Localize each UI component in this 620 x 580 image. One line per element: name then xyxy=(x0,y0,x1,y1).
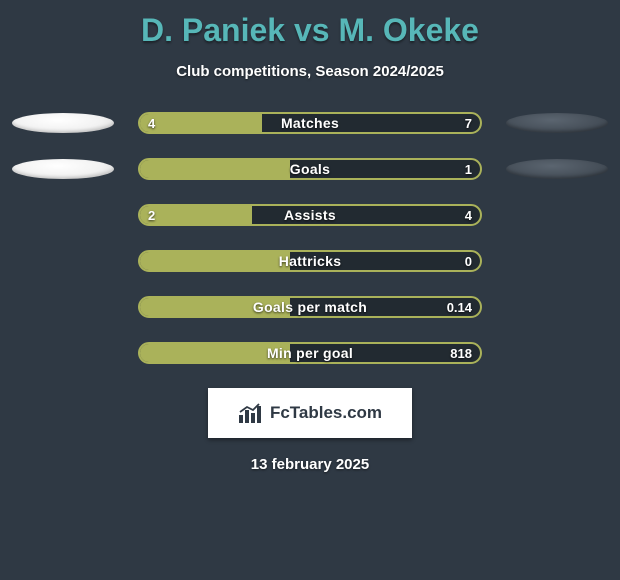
stats-container: Matches47Goals1Assists24Hattricks0Goals … xyxy=(0,112,620,364)
stat-value-right: 4 xyxy=(465,204,472,226)
spacer xyxy=(506,343,608,363)
chart-icon xyxy=(238,403,264,423)
spacer xyxy=(12,205,114,225)
stat-row: Matches47 xyxy=(0,112,620,134)
stat-value-right: 0.14 xyxy=(447,296,472,318)
team-badge-right xyxy=(506,113,608,133)
stat-value-right: 7 xyxy=(465,112,472,134)
stat-bar: Assists24 xyxy=(138,204,482,226)
spacer xyxy=(506,205,608,225)
stat-value-left: 4 xyxy=(148,112,155,134)
team-badge-left xyxy=(12,113,114,133)
bar-track xyxy=(138,112,482,134)
spacer xyxy=(506,297,608,317)
team-badge-right xyxy=(506,159,608,179)
date-label: 13 february 2025 xyxy=(0,456,620,473)
stat-bar: Matches47 xyxy=(138,112,482,134)
bar-fill xyxy=(140,206,252,224)
bar-track xyxy=(138,204,482,226)
bar-fill xyxy=(140,298,290,316)
spacer xyxy=(12,251,114,271)
stat-value-right: 0 xyxy=(465,250,472,272)
bar-fill xyxy=(140,160,290,178)
page-title: D. Paniek vs M. Okeke xyxy=(0,0,620,49)
subtitle: Club competitions, Season 2024/2025 xyxy=(0,63,620,80)
stat-row: Goals per match0.14 xyxy=(0,296,620,318)
bar-fill xyxy=(140,344,290,362)
stat-bar: Goals per match0.14 xyxy=(138,296,482,318)
bar-track xyxy=(138,296,482,318)
bar-track xyxy=(138,250,482,272)
bar-fill xyxy=(140,252,290,270)
bar-track xyxy=(138,342,482,364)
stat-bar: Min per goal818 xyxy=(138,342,482,364)
stat-row: Goals1 xyxy=(0,158,620,180)
stat-value-right: 1 xyxy=(465,158,472,180)
bar-track xyxy=(138,158,482,180)
stat-row: Min per goal818 xyxy=(0,342,620,364)
stat-bar: Hattricks0 xyxy=(138,250,482,272)
team-badge-left xyxy=(12,159,114,179)
stat-value-left: 2 xyxy=(148,204,155,226)
bar-fill xyxy=(140,114,262,132)
stat-bar: Goals1 xyxy=(138,158,482,180)
spacer xyxy=(12,297,114,317)
spacer xyxy=(12,343,114,363)
logo-badge: FcTables.com xyxy=(208,388,412,438)
stat-value-right: 818 xyxy=(450,342,472,364)
stat-row: Hattricks0 xyxy=(0,250,620,272)
spacer xyxy=(506,251,608,271)
stat-row: Assists24 xyxy=(0,204,620,226)
logo-text: FcTables.com xyxy=(270,403,382,423)
